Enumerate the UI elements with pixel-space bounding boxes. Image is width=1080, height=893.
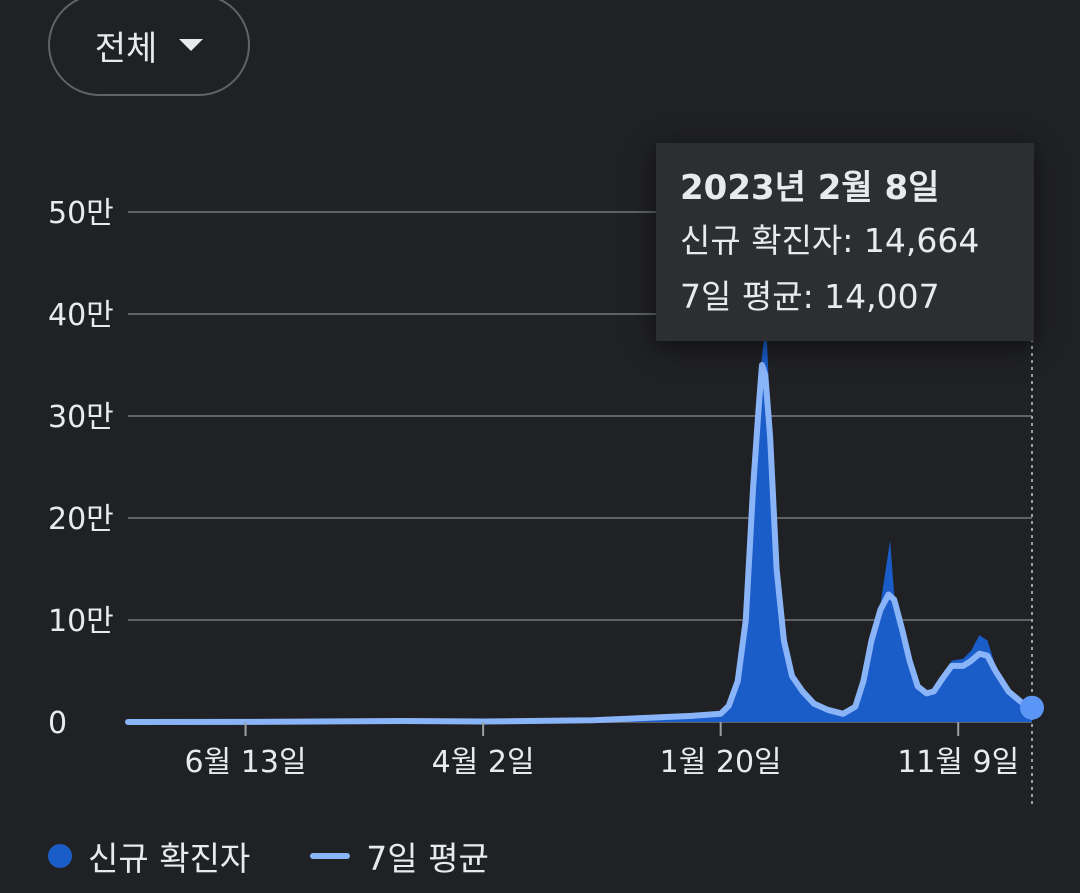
hover-cursor <box>1020 143 1044 808</box>
y-tick-label: 30만 <box>48 400 114 435</box>
y-tick-label: 20만 <box>48 502 114 537</box>
y-axis: 0 10만 20만 30만 40만 50만 <box>48 196 114 741</box>
hover-marker <box>1020 695 1044 720</box>
tooltip-date: 2023년 2월 8일 <box>680 168 940 208</box>
tooltip-new-cases: 신규 확진자: 14,664 <box>680 221 980 260</box>
legend-new-cases-label: 신규 확진자 <box>88 839 251 878</box>
x-axis: 6월 13일 4월 2일 1월 20일 11월 9일 <box>185 722 1019 780</box>
filter-label: 전체 <box>94 28 158 69</box>
y-tick-label: 0 <box>48 706 67 741</box>
chart-tooltip: 2023년 2월 8일 신규 확진자: 14,664 7일 평균: 14,007 <box>656 143 1034 341</box>
chart-legend: 신규 확진자 7일 평균 <box>48 828 489 884</box>
y-tick-label: 50만 <box>48 196 114 231</box>
y-tick-label: 40만 <box>48 298 114 333</box>
x-tick-label: 4월 2일 <box>432 745 535 780</box>
caret-down-icon <box>179 39 204 51</box>
y-tick-label: 10만 <box>48 604 114 639</box>
legend-average-swatch <box>310 853 351 859</box>
legend-average-label: 7일 평균 <box>366 839 489 878</box>
legend-new-cases-swatch <box>48 844 72 868</box>
new-cases-area <box>128 319 1032 722</box>
seven-day-average-line <box>125 362 1035 725</box>
region-filter-dropdown[interactable]: 전체 <box>48 0 250 96</box>
tooltip-average: 7일 평균: 14,007 <box>680 277 940 316</box>
x-tick-label: 6월 13일 <box>185 745 307 780</box>
x-tick-label: 1월 20일 <box>660 745 782 780</box>
new-cases-area-shape <box>128 319 1032 722</box>
average-line-path <box>125 362 1035 725</box>
x-tick-label: 11월 9일 <box>897 745 1019 780</box>
